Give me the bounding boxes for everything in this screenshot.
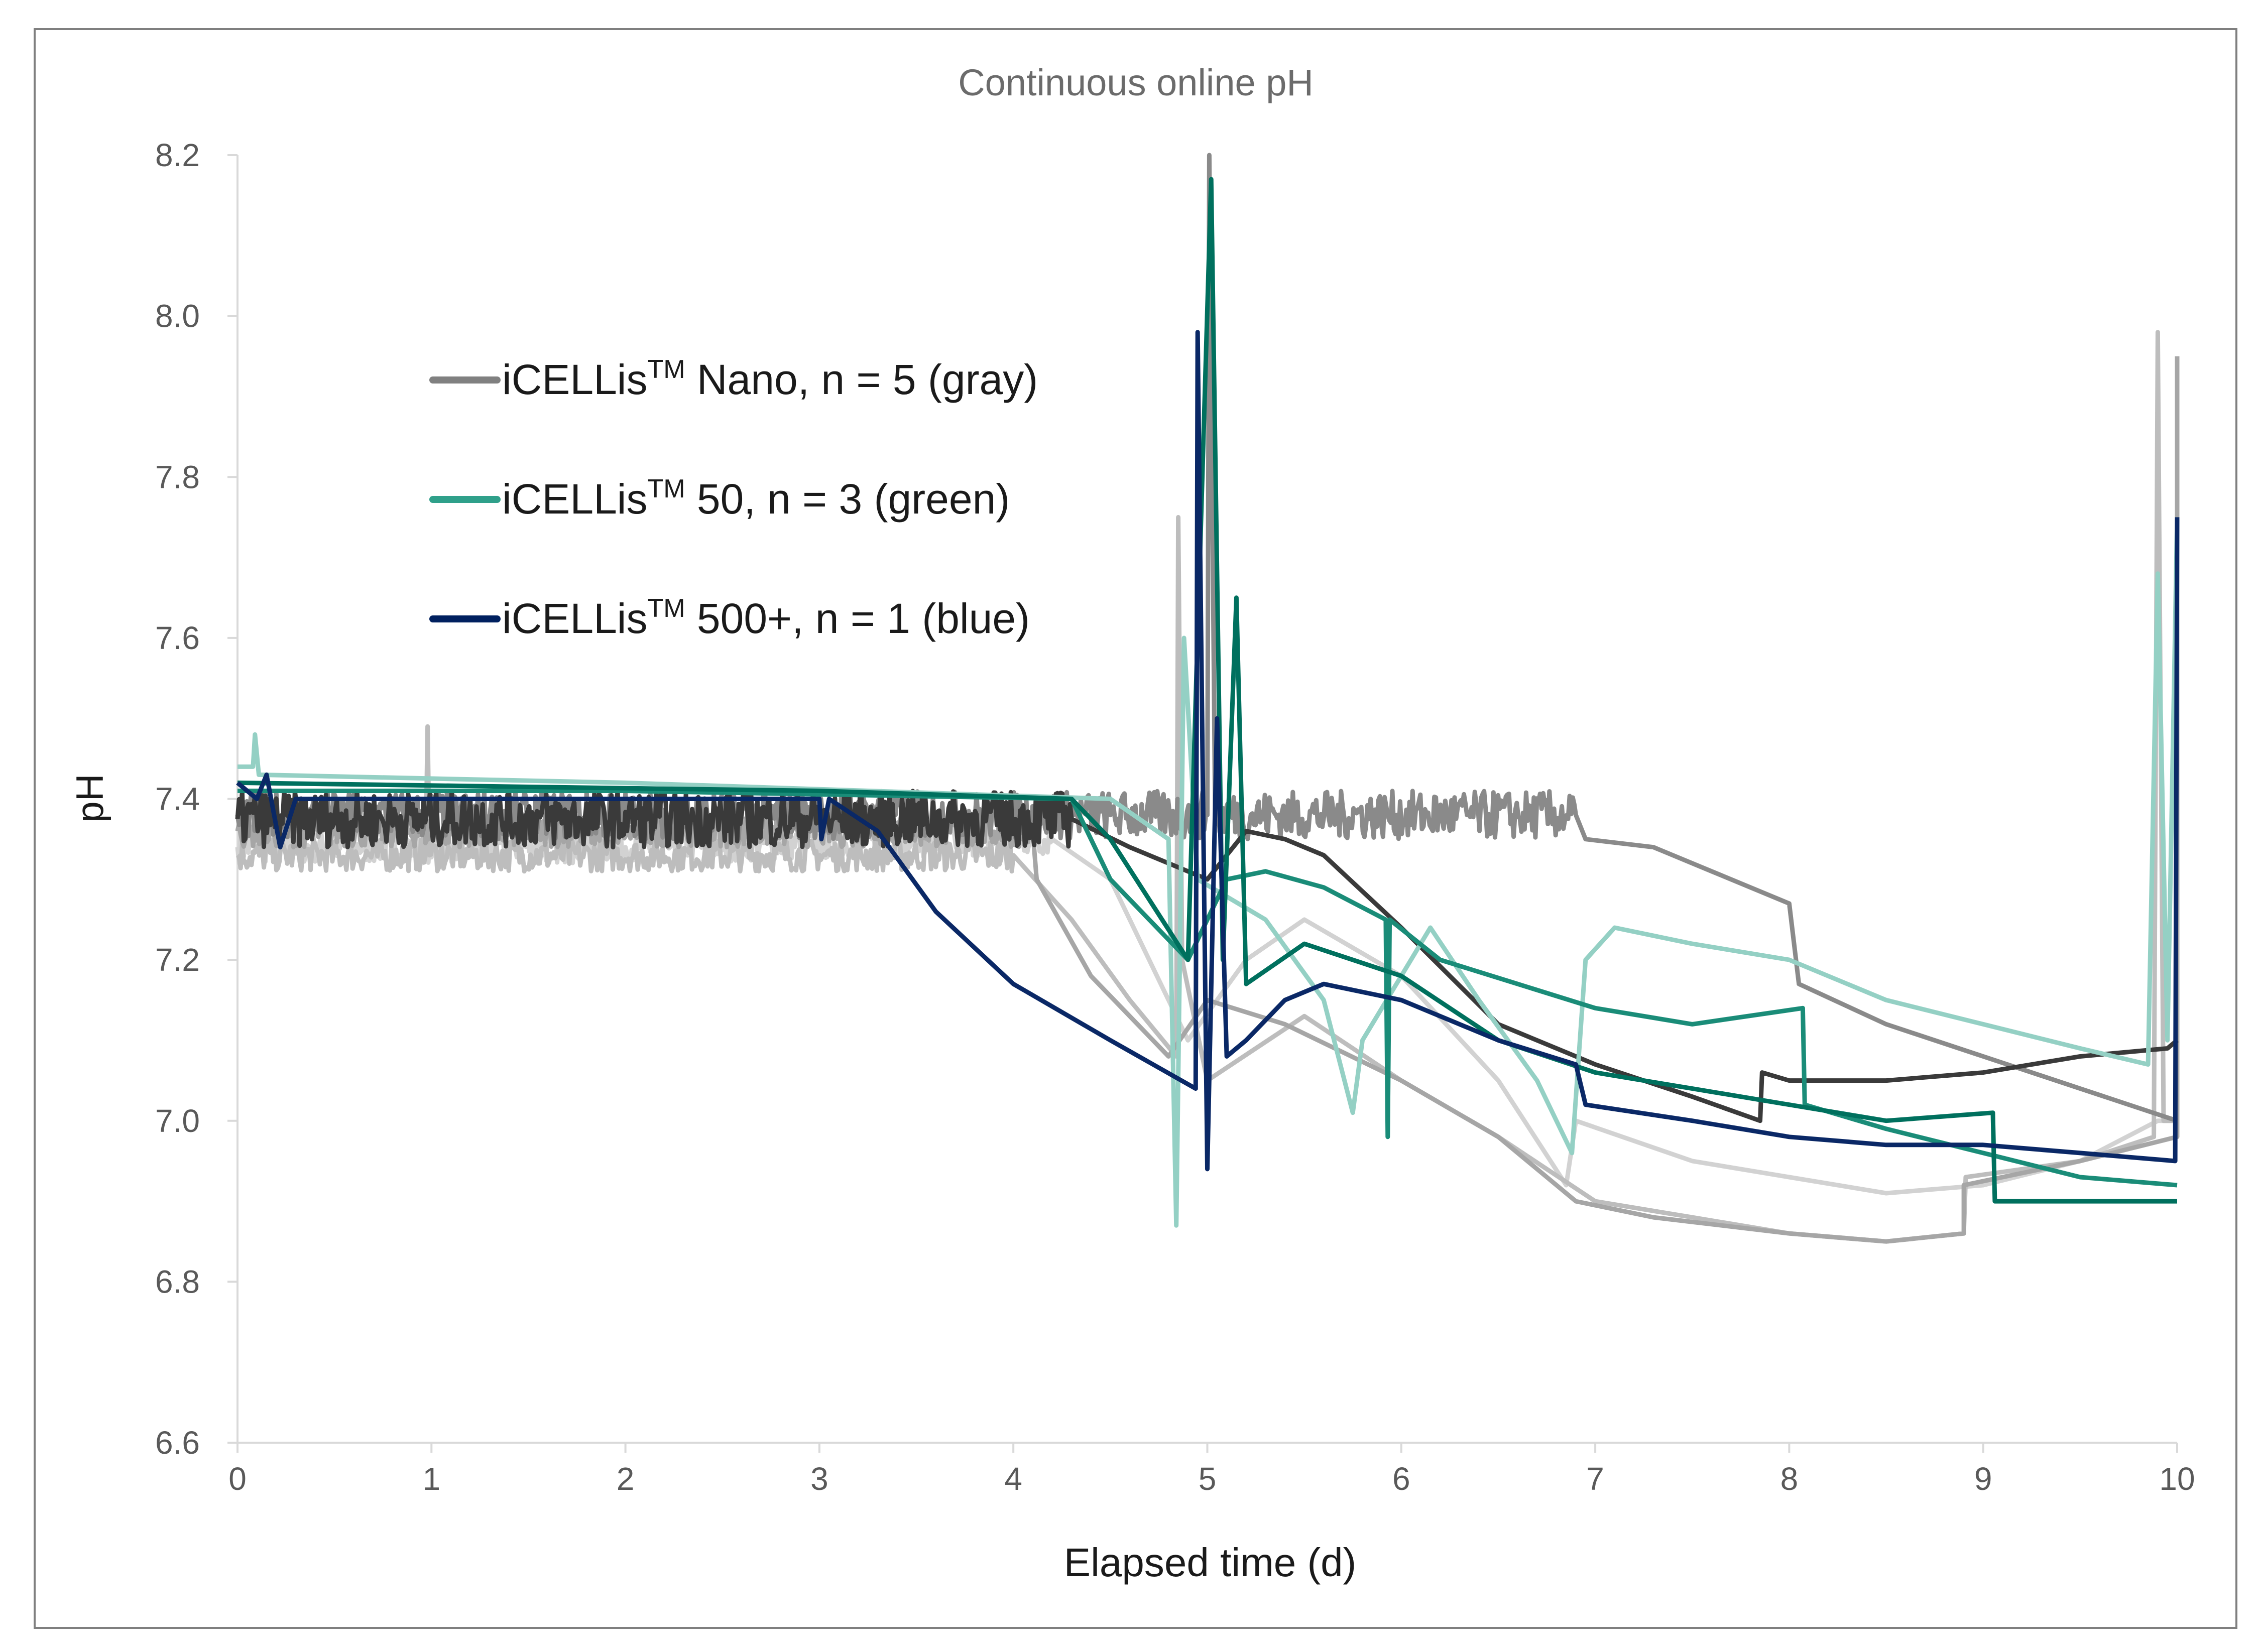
y-tick-label: 6.6	[155, 1425, 200, 1461]
y-tick-label: 7.8	[155, 459, 200, 495]
y-tick-label: 7.4	[155, 781, 200, 817]
x-tick-label: 6	[1392, 1461, 1410, 1497]
series-line-nano-1	[236, 330, 2177, 1244]
y-tick-labels: 6.6 6.8 7.0 7.2 7.4 7.6 7.8 8.0 8.2	[155, 137, 237, 1461]
y-tick-label: 7.0	[155, 1103, 200, 1139]
x-tick-label: 9	[1974, 1461, 1992, 1497]
y-tick-label: 8.0	[155, 298, 200, 334]
x-tick-label: 1	[423, 1461, 441, 1497]
x-tick-label: 2	[617, 1461, 635, 1497]
x-tick-label: 3	[810, 1461, 828, 1497]
chart-title: Continuous online pH	[958, 62, 1314, 103]
y-tick-label: 7.2	[155, 942, 200, 978]
legend-label-nano: iCELLisTM Nano, n = 5 (gray)	[502, 355, 1038, 403]
y-tick-label: 7.6	[155, 620, 200, 656]
x-tick-label: 0	[228, 1461, 247, 1497]
x-tick-label: 4	[1004, 1461, 1022, 1497]
series-line-nano-4	[235, 789, 2179, 1123]
y-tick-label: 6.8	[155, 1263, 200, 1300]
x-tick-label: 7	[1586, 1461, 1604, 1497]
legend-label-500plus: iCELLisTM 500+, n = 1 (blue)	[502, 594, 1030, 642]
x-tick-label: 10	[2159, 1461, 2195, 1497]
series-lines	[235, 153, 2180, 1244]
y-tick-label: 8.2	[155, 137, 200, 173]
x-tick-labels: 0 1 2 3 4 5 6 7 8 9 10	[228, 1443, 2195, 1497]
y-axis-title: pH	[69, 774, 111, 822]
series-line-50-7	[237, 177, 2177, 1204]
legend-item-500plus: iCELLisTM 500+, n = 1 (blue)	[429, 594, 1030, 642]
series-line-50-6	[237, 789, 2178, 1188]
series-line-500plus-8	[236, 330, 2180, 1172]
x-tick-label: 5	[1199, 1461, 1217, 1497]
x-axis-title: Elapsed time (d)	[1064, 1540, 1356, 1585]
legend-item-nano: iCELLisTM Nano, n = 5 (gray)	[429, 355, 1038, 403]
legend: iCELLisTM Nano, n = 5 (gray) iCELLisTM 5…	[429, 355, 1038, 642]
legend-label-50: iCELLisTM 50, n = 3 (green)	[502, 474, 1010, 523]
x-tick-label: 8	[1780, 1461, 1799, 1497]
legend-item-50: iCELLisTM 50, n = 3 (green)	[429, 474, 1010, 523]
